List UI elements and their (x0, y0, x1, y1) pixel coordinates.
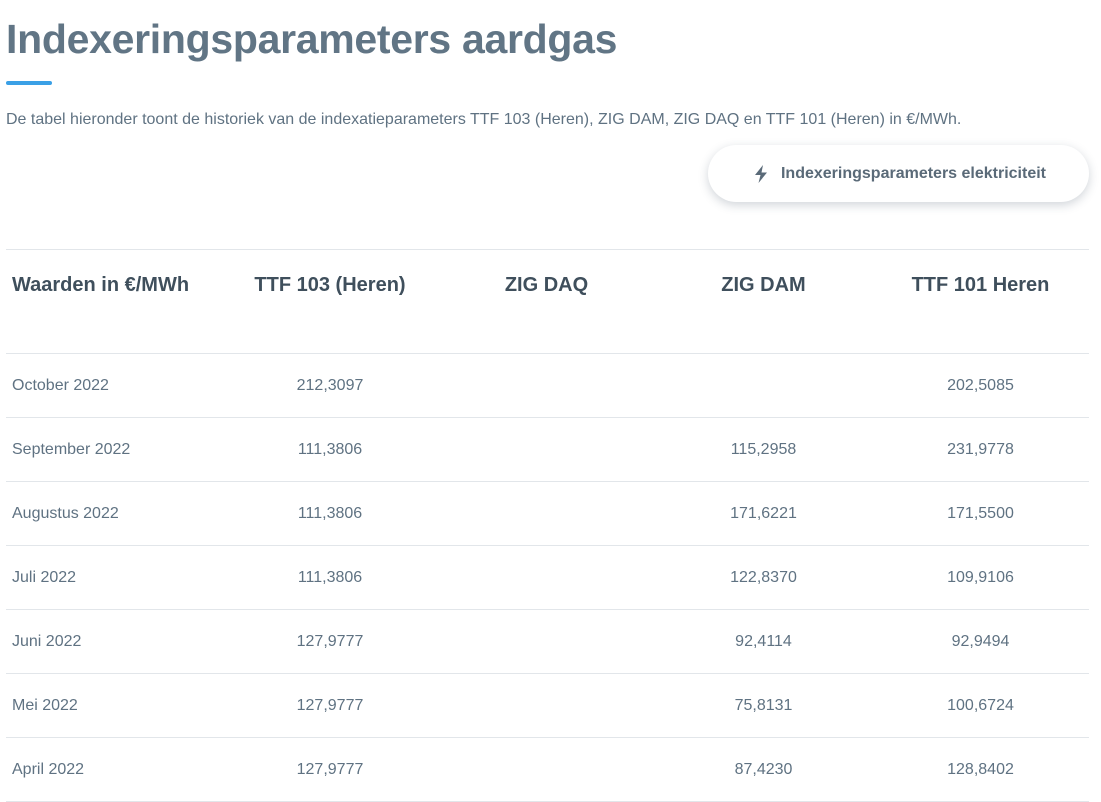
cell-zig-dam: 122,8370 (730, 568, 797, 586)
cell-zig-dam: 171,6221 (730, 504, 797, 522)
cell-zig-dam (655, 354, 872, 418)
table-row: Augustus 2022 111,3806 171,6221 171,5500 (6, 482, 1089, 546)
row-month: Juli 2022 (12, 568, 77, 586)
cell-zig-dam: 75,8131 (734, 696, 793, 714)
column-header-ttf-101: TTF 101 Heren (911, 274, 1050, 296)
column-header-ttf-103: TTF 103 (Heren) (254, 274, 406, 296)
cell-ttf-101: 128,8402 (947, 760, 1014, 778)
table-row: April 2022 127,9777 87,4230 128,8402 (6, 738, 1089, 802)
table-header-row: Waarden in €/MWh TTF 103 (Heren) ZIG DAQ… (6, 249, 1089, 354)
cell-ttf-101: 171,5500 (947, 504, 1014, 522)
cell-ttf-103: 127,9777 (296, 696, 364, 714)
column-header-zig-daq: ZIG DAQ (504, 274, 589, 296)
page-title: Indexeringsparameters aardgas (6, 16, 618, 62)
cell-zig-daq (438, 418, 655, 482)
cell-zig-daq (438, 354, 655, 418)
table-row: October 2022 212,3097 202,5085 (6, 354, 1089, 418)
cell-ttf-101: 231,9778 (947, 440, 1014, 458)
row-month: Mei 2022 (12, 696, 78, 714)
cell-ttf-103: 127,9777 (296, 632, 364, 650)
lightning-bolt-icon (751, 164, 771, 184)
intro-text: De tabel hieronder toont de historiek va… (6, 111, 962, 128)
table-row: Juli 2022 111,3806 122,8370 109,9106 (6, 546, 1089, 610)
cell-zig-daq (438, 546, 655, 610)
table-row: Mei 2022 127,9777 75,8131 100,6724 (6, 674, 1089, 738)
cell-zig-daq (438, 610, 655, 674)
column-header-unit: Waarden in €/MWh (12, 274, 190, 296)
row-month: Juni 2022 (12, 632, 82, 650)
cell-zig-dam: 115,2958 (730, 440, 797, 458)
cell-zig-daq (438, 674, 655, 738)
electricity-parameters-label: Indexeringsparameters elektriciteit (780, 164, 1046, 182)
cell-ttf-101: 202,5085 (947, 376, 1014, 394)
cell-ttf-101: 100,6724 (947, 696, 1014, 714)
cell-ttf-103: 111,3806 (297, 440, 363, 458)
cell-ttf-101: 92,9494 (951, 632, 1010, 650)
parameters-table: Waarden in €/MWh TTF 103 (Heren) ZIG DAQ… (6, 249, 1089, 802)
row-month: April 2022 (12, 760, 85, 778)
cell-zig-dam: 87,4230 (734, 760, 793, 778)
table-row: Juni 2022 127,9777 92,4114 92,9494 (6, 610, 1089, 674)
row-month: Augustus 2022 (12, 504, 119, 522)
column-header-zig-dam: ZIG DAM (721, 274, 806, 296)
cell-ttf-103: 111,3806 (297, 568, 363, 586)
cell-zig-daq (438, 738, 655, 802)
cell-zig-daq (438, 482, 655, 546)
row-month: October 2022 (12, 376, 109, 394)
cell-zig-dam: 92,4114 (735, 632, 792, 650)
cell-ttf-103: 111,3806 (297, 504, 363, 522)
cell-ttf-103: 212,3097 (296, 376, 364, 394)
table-row: September 2022 111,3806 115,2958 231,977… (6, 418, 1089, 482)
cell-ttf-101: 109,9106 (947, 568, 1014, 586)
title-accent-bar (6, 81, 52, 85)
row-month: September 2022 (12, 440, 131, 458)
electricity-parameters-button[interactable]: Indexeringsparameters elektriciteit (708, 145, 1089, 202)
cell-ttf-103: 127,9777 (296, 760, 364, 778)
